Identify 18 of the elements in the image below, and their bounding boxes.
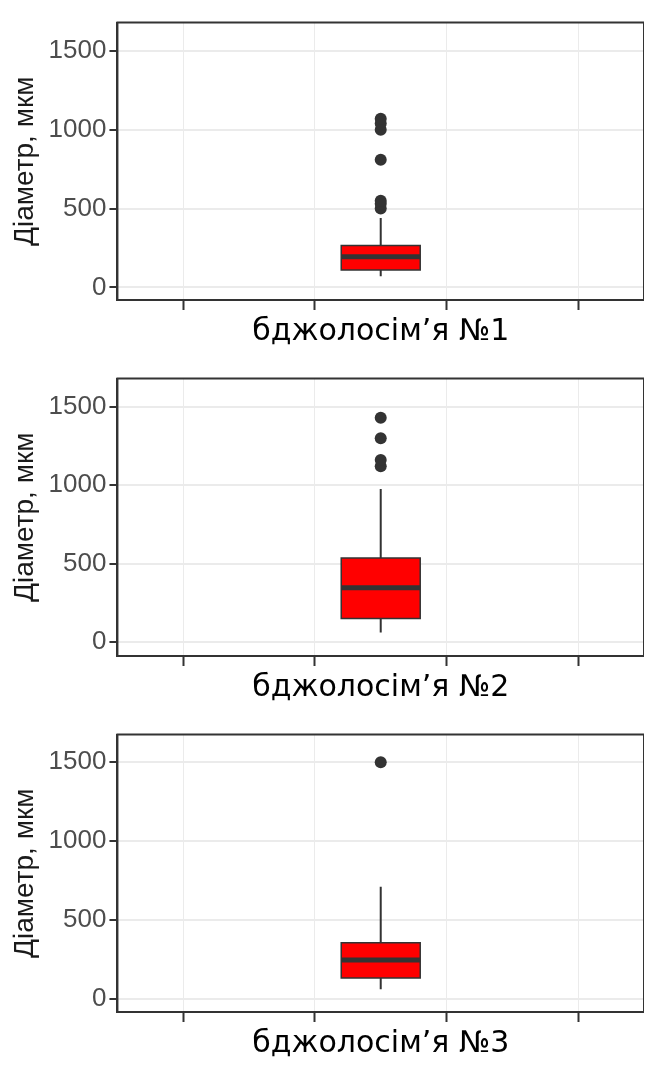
- y-tick-label: 1500: [48, 389, 107, 420]
- y-tick-label: 500: [63, 546, 107, 577]
- y-tick-label: 0: [91, 625, 107, 656]
- y-tick-label: 1000: [48, 112, 107, 143]
- y-tick-label: 1000: [48, 468, 107, 499]
- y-tick-label: 500: [63, 902, 107, 933]
- x-axis-title: бджолосім’я №3: [252, 1023, 510, 1059]
- y-axis-title: Діаметр, мкм: [7, 76, 39, 246]
- x-axis-title: бджолосім’я №1: [252, 311, 510, 347]
- y-tick-label: 500: [63, 191, 107, 222]
- y-tick-label: 0: [91, 981, 107, 1012]
- y-tick-label: 0: [91, 270, 107, 301]
- y-axis-title: Діаметр, мкм: [7, 432, 39, 602]
- y-axis-title: Діаметр, мкм: [7, 788, 39, 958]
- x-axis-title: бджолосім’я №2: [252, 667, 510, 703]
- y-tick-label: 1500: [48, 34, 107, 65]
- y-tick-label: 1500: [48, 745, 107, 776]
- y-tick-label: 1000: [48, 824, 107, 855]
